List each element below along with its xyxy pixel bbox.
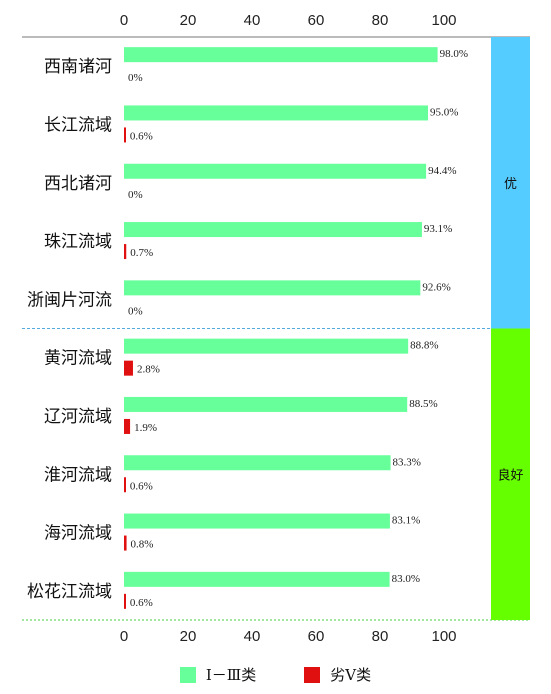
legend: Ⅰ－Ⅲ类 劣Ⅴ类 [0, 664, 551, 685]
label-grade-1-3-1: 98.0% [440, 48, 468, 60]
bar-worse-v-9 [124, 535, 127, 551]
label-worse-v-8: 0.6% [130, 480, 153, 492]
bar-grade-1-3-1 [124, 47, 438, 63]
label-grade-1-3-5: 92.6% [422, 281, 450, 293]
group-label-1: 优 [504, 177, 517, 192]
label-worse-v-6: 2.8% [137, 364, 160, 376]
label-worse-v-10: 0.6% [130, 597, 153, 609]
x-tick-bottom-0: 0 [120, 628, 128, 645]
x-tick-top-60: 60 [308, 12, 325, 29]
x-tick-bottom-40: 40 [244, 628, 261, 645]
bar-worse-v-6 [124, 360, 133, 376]
group-band-2 [491, 328, 530, 620]
label-grade-1-3-7: 88.5% [409, 398, 437, 410]
bar-worse-v-8 [124, 477, 126, 493]
category-label-7: 辽河流域 [44, 407, 112, 427]
x-tick-top-40: 40 [244, 12, 261, 29]
label-grade-1-3-6: 88.8% [410, 340, 438, 352]
category-label-6: 黄河流域 [44, 349, 112, 369]
legend-swatch-2 [304, 666, 321, 683]
category-label-8: 淮河流域 [44, 465, 112, 485]
bar-grade-1-3-9 [124, 513, 390, 529]
category-label-10: 松花江流域 [27, 582, 112, 602]
legend-item-1: Ⅰ－Ⅲ类 [179, 664, 257, 685]
label-grade-1-3-8: 83.3% [393, 456, 421, 468]
bar-grade-1-3-7 [124, 396, 408, 412]
category-label-5: 浙闽片河流 [27, 290, 112, 310]
x-tick-top-20: 20 [180, 12, 197, 29]
label-worse-v-9: 0.8% [131, 539, 154, 551]
category-label-9: 海河流域 [44, 524, 112, 544]
label-worse-v-7: 1.9% [134, 422, 157, 434]
group-band-1 [491, 37, 530, 329]
x-tick-bottom-60: 60 [308, 628, 325, 645]
legend-label-2: 劣Ⅴ类 [330, 666, 372, 684]
x-tick-top-100: 100 [431, 12, 456, 29]
bar-grade-1-3-4 [124, 222, 422, 238]
legend-swatch-1 [179, 666, 196, 683]
bar-worse-v-10 [124, 593, 126, 609]
category-label-3: 西北诸河 [44, 174, 112, 194]
x-tick-bottom-20: 20 [180, 628, 197, 645]
category-label-2: 长江流域 [44, 115, 112, 135]
bar-grade-1-3-5 [124, 280, 421, 296]
label-grade-1-3-2: 95.0% [430, 106, 458, 118]
bar-grade-1-3-8 [124, 455, 391, 471]
label-worse-v-3: 0% [128, 189, 143, 201]
bar-grade-1-3-2 [124, 105, 428, 121]
label-grade-1-3-9: 83.1% [392, 515, 420, 527]
label-grade-1-3-4: 93.1% [424, 223, 452, 235]
bar-chart: 优良好 0 0 20 20 40 40 60 60 80 80 100 100 西南诸河 98.0% 0% 长江… [22, 12, 530, 645]
bar-grade-1-3-6 [124, 338, 409, 354]
x-tick-bottom-80: 80 [372, 628, 389, 645]
category-label-1: 西南诸河 [44, 57, 112, 77]
x-tick-top-80: 80 [372, 12, 389, 29]
label-grade-1-3-3: 94.4% [428, 165, 456, 177]
label-worse-v-5: 0% [128, 305, 143, 317]
legend-label-1: Ⅰ－Ⅲ类 [205, 666, 257, 684]
category-label-4: 珠江流域 [44, 232, 112, 252]
label-worse-v-1: 0% [128, 72, 143, 84]
label-grade-1-3-10: 83.0% [392, 573, 420, 585]
x-tick-bottom-100: 100 [431, 628, 456, 645]
bar-grade-1-3-3 [124, 163, 427, 179]
x-tick-top-0: 0 [120, 12, 128, 29]
group-label-2: 良好 [497, 467, 523, 483]
label-worse-v-4: 0.7% [130, 247, 153, 259]
label-worse-v-2: 0.6% [130, 130, 153, 142]
legend-item-2: 劣Ⅴ类 [304, 664, 371, 685]
bar-grade-1-3-10 [124, 571, 390, 587]
bar-worse-v-7 [124, 418, 131, 434]
bar-worse-v-2 [124, 127, 126, 143]
bar-worse-v-4 [124, 244, 127, 260]
